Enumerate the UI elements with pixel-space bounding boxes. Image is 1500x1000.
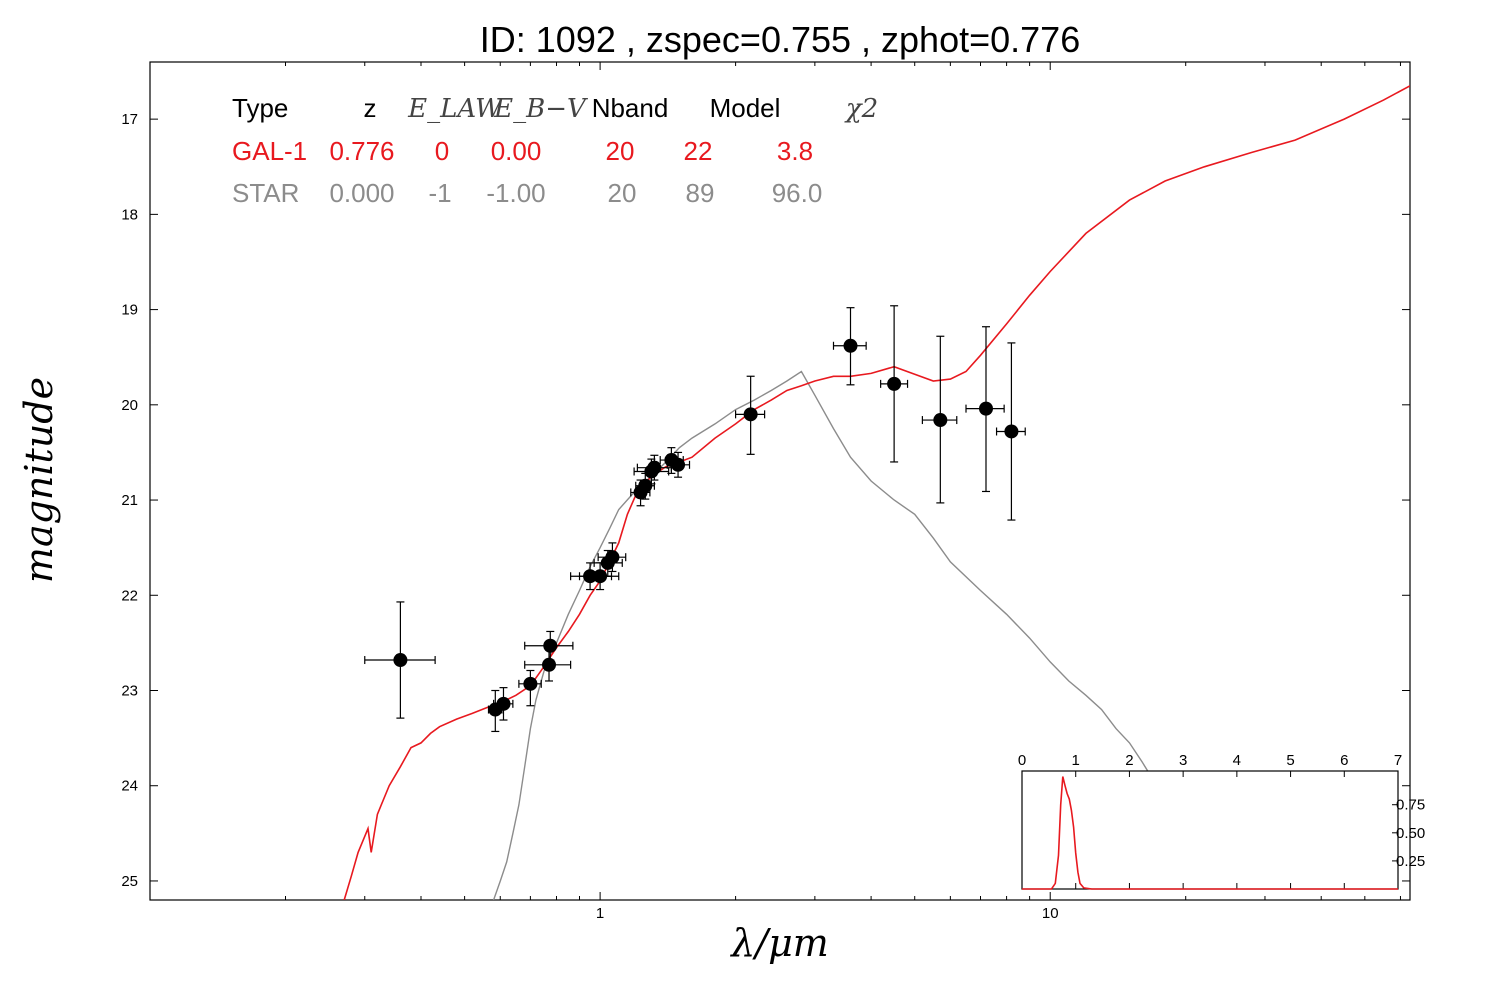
star-template-curve (492, 370, 1155, 900)
row-star-z: 0.000 (329, 178, 394, 208)
data-point (524, 648, 572, 682)
inset-x-tick-label: 1 (1072, 752, 1080, 769)
point-marker (542, 657, 557, 672)
point-marker (543, 638, 558, 653)
fit-table: Type z E_LAW E_B−V Nband Model χ2 GAL-1 … (232, 93, 878, 208)
data-point (659, 447, 684, 474)
point-marker (393, 653, 408, 668)
y-axis-label: magnitude (17, 377, 61, 583)
y-tick-label: 17 (121, 111, 138, 128)
y-tick-label: 24 (121, 778, 138, 795)
inset-y-tick-label: 0.75 (1396, 797, 1425, 814)
inset-x-tick-label: 7 (1394, 752, 1402, 769)
data-point (364, 601, 436, 719)
data-point (735, 375, 766, 455)
point-marker (671, 457, 686, 472)
y-tick-label: 19 (121, 302, 138, 319)
point-marker (523, 676, 538, 691)
point-marker (978, 401, 993, 416)
row-star-chi2: 96.0 (772, 178, 823, 208)
y-tick-label: 23 (121, 683, 138, 700)
x-tick-label: 10 (1042, 905, 1059, 922)
data-point (995, 342, 1026, 521)
table-header-nband: Nband (592, 93, 669, 123)
inset-x-tick-label: 5 (1286, 752, 1294, 769)
row-gal-nband: 20 (606, 136, 635, 166)
row-gal-z: 0.776 (329, 136, 394, 166)
row-star-ebv: -1.00 (486, 178, 545, 208)
inset-x-tick-label: 4 (1233, 752, 1241, 769)
point-marker (933, 413, 948, 428)
x-axis-label: λ/μm (729, 921, 829, 965)
point-marker (887, 376, 902, 391)
row-star-model: 89 (686, 178, 715, 208)
data-point (832, 307, 867, 386)
point-marker (593, 569, 608, 584)
row-gal-elaw: 0 (435, 136, 449, 166)
data-point (487, 689, 503, 733)
table-header-type: Type (232, 93, 288, 123)
y-tick-label: 21 (121, 492, 138, 509)
x-tick-label: 1 (596, 905, 604, 922)
redshift-pdf-inset: 0 1 2 3 4 5 6 7 0.25 0.50 0.75 (1018, 752, 1425, 890)
table-header-z: z (364, 93, 377, 123)
data-point (635, 472, 655, 500)
x-axis: 1 10 (149, 62, 1401, 922)
inset-x-tick-label: 6 (1340, 752, 1348, 769)
data-point (597, 542, 627, 573)
row-star-nband: 20 (608, 178, 637, 208)
row-gal-ebv: 0.00 (491, 136, 542, 166)
inset-axes: 0 1 2 3 4 5 6 7 0.25 0.50 0.75 (1018, 752, 1425, 889)
y-tick-label: 18 (121, 206, 138, 223)
inset-x-tick-label: 3 (1179, 752, 1187, 769)
plot-frame (149, 61, 1411, 901)
data-point (880, 305, 909, 463)
inset-y-tick-label: 0.25 (1396, 853, 1425, 870)
row-gal-type: GAL-1 (232, 136, 307, 166)
chart-title: ID: 1092 , zspec=0.755 , zphot=0.776 (480, 19, 1080, 60)
point-marker (605, 550, 620, 565)
point-marker (743, 407, 758, 422)
table-header-ebv: E_B−V (493, 94, 588, 124)
point-marker (843, 338, 858, 353)
row-gal-model: 22 (684, 136, 713, 166)
row-gal-chi2: 3.8 (777, 136, 813, 166)
point-marker (647, 460, 662, 475)
data-point (921, 335, 958, 504)
data-point (636, 454, 672, 481)
data-point (518, 669, 542, 707)
table-header-elaw: E_LAW (407, 94, 504, 124)
table-header-model: Model (710, 93, 781, 123)
data-point (965, 326, 1005, 493)
row-star-type: STAR (232, 178, 299, 208)
data-point (666, 451, 691, 478)
point-marker (496, 696, 511, 711)
data-point (493, 687, 514, 721)
y-tick-label: 20 (121, 397, 138, 414)
inset-y-tick-label: 0.50 (1396, 825, 1425, 842)
y-tick-label: 25 (121, 873, 138, 890)
y-tick-label: 22 (121, 587, 138, 604)
inset-x-tick-label: 0 (1018, 752, 1026, 769)
photometry-points (364, 305, 1026, 733)
point-marker (1004, 424, 1019, 439)
point-marker (638, 478, 653, 493)
inset-pdf-curve (1022, 776, 1398, 890)
inset-x-tick-label: 2 (1125, 752, 1133, 769)
row-star-elaw: -1 (428, 178, 451, 208)
table-header-chi2: χ2 (844, 94, 878, 124)
